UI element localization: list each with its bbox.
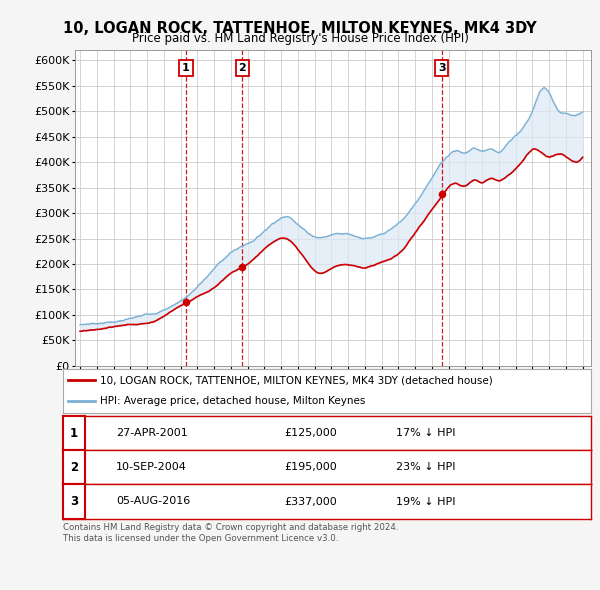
Text: 17% ↓ HPI: 17% ↓ HPI [395,428,455,438]
Text: 2: 2 [238,63,246,73]
Text: 19% ↓ HPI: 19% ↓ HPI [395,497,455,506]
Text: Contains HM Land Registry data © Crown copyright and database right 2024.
This d: Contains HM Land Registry data © Crown c… [63,523,398,543]
Text: Price paid vs. HM Land Registry's House Price Index (HPI): Price paid vs. HM Land Registry's House … [131,32,469,45]
Text: 3: 3 [438,63,446,73]
Text: £195,000: £195,000 [285,463,338,472]
Text: HPI: Average price, detached house, Milton Keynes: HPI: Average price, detached house, Milt… [100,396,365,405]
Text: 23% ↓ HPI: 23% ↓ HPI [395,463,455,472]
Text: 05-AUG-2016: 05-AUG-2016 [116,497,190,506]
Text: 10, LOGAN ROCK, TATTENHOE, MILTON KEYNES, MK4 3DY (detached house): 10, LOGAN ROCK, TATTENHOE, MILTON KEYNES… [100,375,493,385]
Text: 10-SEP-2004: 10-SEP-2004 [116,463,187,472]
Text: 10, LOGAN ROCK, TATTENHOE, MILTON KEYNES, MK4 3DY: 10, LOGAN ROCK, TATTENHOE, MILTON KEYNES… [63,21,537,35]
Text: 1: 1 [182,63,190,73]
Text: 27-APR-2001: 27-APR-2001 [116,428,188,438]
Text: 3: 3 [70,495,78,508]
Text: 1: 1 [70,427,78,440]
Text: £337,000: £337,000 [285,497,338,506]
Text: £125,000: £125,000 [285,428,338,438]
Text: 2: 2 [70,461,78,474]
